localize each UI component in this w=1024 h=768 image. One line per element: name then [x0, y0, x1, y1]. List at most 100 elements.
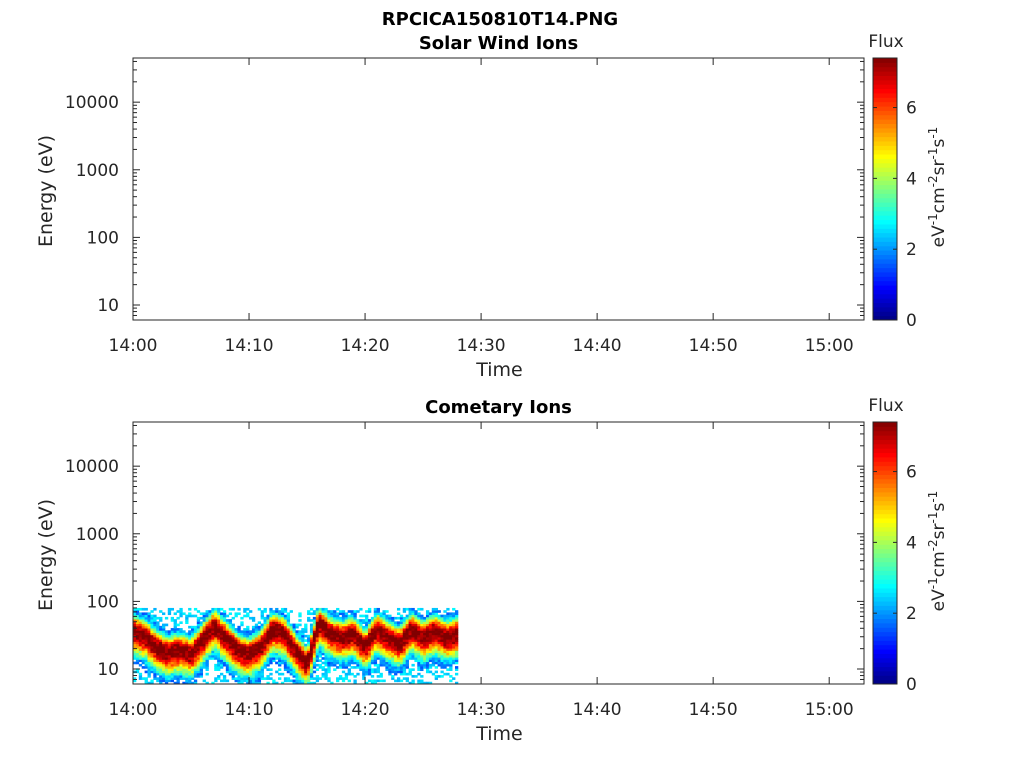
heatmap-cell: [231, 670, 235, 674]
heatmap-cell: [295, 654, 299, 658]
heatmap-cell: [399, 643, 404, 647]
heatmap-cell: [301, 639, 305, 642]
colorbar-segment: [873, 162, 897, 168]
heatmap-cell: [417, 679, 421, 683]
heatmap-cell: [173, 632, 177, 636]
heatmap-cell: [367, 657, 372, 660]
heatmap-cell: [394, 632, 398, 636]
heatmap-cell: [214, 610, 218, 613]
heatmap-cell: [266, 628, 270, 631]
heatmap-cell: [338, 659, 343, 663]
heatmap-cell: [144, 643, 148, 647]
heatmap-cell: [269, 614, 273, 618]
heatmap-cell: [173, 612, 177, 616]
heatmap-cell: [280, 659, 285, 663]
heatmap-cell: [359, 659, 363, 663]
heatmap-cell: [164, 639, 169, 642]
heatmap-cell: [437, 634, 441, 638]
heatmap-cell: [249, 648, 253, 651]
heatmap-cell: [269, 672, 273, 676]
heatmap-cell: [164, 677, 169, 680]
heatmap-cell: [408, 648, 412, 651]
heatmap-cell: [217, 648, 221, 651]
y-tick-label: 100: [87, 592, 119, 612]
heatmap-cell: [336, 614, 340, 618]
heatmap-cell: [257, 677, 262, 680]
heatmap-cell: [205, 616, 209, 620]
heatmap-cell: [405, 614, 409, 618]
heatmap-cell: [133, 625, 137, 629]
heatmap-cell: [191, 634, 195, 638]
colorbar-segment: [873, 548, 897, 554]
heatmap-cell: [225, 619, 230, 622]
heatmap-cell: [382, 610, 386, 613]
heatmap-cell: [330, 657, 334, 660]
heatmap-cell: [202, 663, 206, 667]
heatmap-cell: [202, 632, 206, 636]
heatmap-cell: [379, 661, 383, 665]
heatmap-cell: [182, 612, 186, 616]
heatmap-cell: [193, 648, 198, 651]
heatmap-cell: [341, 661, 346, 665]
heatmap-cell: [269, 634, 273, 638]
heatmap-cell: [167, 645, 172, 649]
heatmap-cell: [353, 612, 357, 616]
heatmap-cell: [298, 659, 302, 663]
heatmap-cell: [333, 663, 337, 667]
heatmap-cell: [417, 616, 421, 620]
colorbar-segment: [873, 666, 897, 672]
heatmap-cell: [199, 663, 204, 667]
heatmap-cell: [228, 628, 233, 631]
heatmap-cell: [138, 616, 143, 620]
heatmap-cell: [138, 637, 143, 640]
heatmap-cell: [382, 657, 386, 660]
heatmap-cell: [373, 634, 378, 638]
heatmap-cell: [385, 661, 389, 665]
heatmap-cell: [283, 639, 288, 642]
colorbar-segment: [873, 539, 897, 545]
heatmap-cell: [211, 650, 215, 654]
heatmap-cell: [362, 666, 366, 669]
heatmap-cell: [217, 616, 221, 620]
heatmap-cell: [196, 659, 201, 663]
heatmap-cell: [420, 675, 424, 678]
heatmap-cell: [373, 657, 378, 660]
heatmap-cell: [278, 645, 282, 649]
heatmap-cell: [385, 619, 389, 622]
heatmap-cell: [446, 616, 450, 620]
heatmap-cell: [373, 668, 378, 671]
heatmap-cell: [367, 610, 372, 613]
heatmap-cell: [176, 610, 180, 613]
heatmap-cell: [449, 637, 453, 640]
heatmap-cell: [391, 637, 395, 640]
heatmap-cell: [231, 663, 235, 667]
heatmap-cell: [260, 612, 264, 616]
colorbar-segment: [873, 509, 897, 515]
heatmap-cell: [179, 663, 183, 667]
colorbar-segment: [873, 640, 897, 646]
heatmap-cell: [257, 628, 262, 631]
heatmap-cell: [318, 607, 322, 611]
x-tick-label: 15:00: [805, 336, 854, 356]
heatmap-cell: [153, 661, 157, 665]
heatmap-cell: [156, 625, 160, 629]
heatmap-cell: [217, 637, 221, 640]
colorbar-segment: [873, 285, 897, 290]
heatmap-cell: [359, 628, 363, 631]
heatmap-cell: [309, 670, 314, 674]
heatmap-cell: [452, 634, 456, 638]
heatmap-cell: [327, 657, 331, 660]
heatmap-cell: [382, 630, 386, 633]
heatmap-cell: [202, 619, 206, 622]
heatmap-cell: [159, 645, 163, 649]
heatmap-cell: [243, 652, 247, 656]
plot-area: [133, 58, 864, 320]
heatmap-cell: [234, 645, 238, 649]
heatmap-cell: [211, 614, 215, 618]
heatmap-cell: [141, 652, 145, 656]
heatmap-cell: [193, 614, 198, 618]
heatmap-cell: [344, 621, 349, 624]
heatmap-cell: [135, 637, 140, 640]
heatmap-cell: [164, 670, 169, 674]
